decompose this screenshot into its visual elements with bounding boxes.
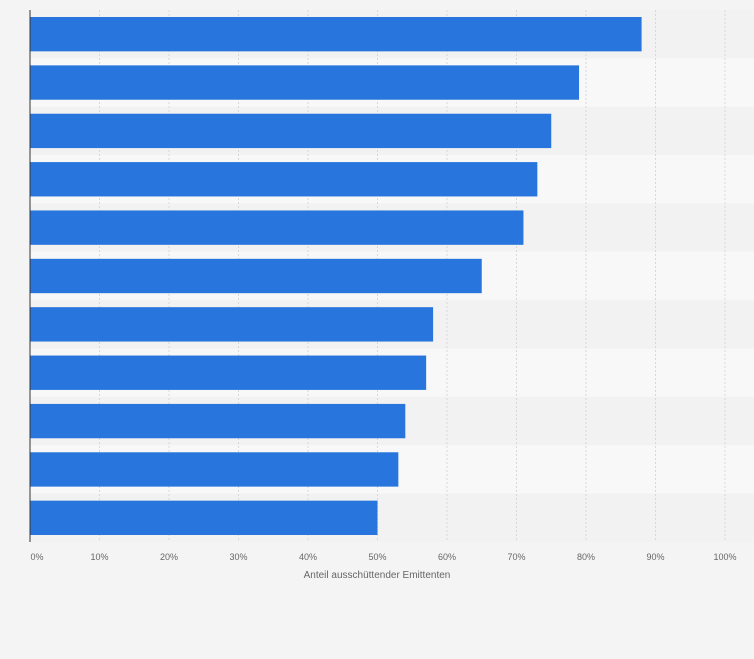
x-tick-label: 60% [438,552,456,562]
bar [30,113,552,149]
bar [30,355,427,390]
x-tick-label: 90% [646,552,664,562]
bar [30,162,538,197]
bar [30,307,434,342]
bar [30,210,524,245]
x-tick-label: 0% [30,552,43,562]
x-tick-label: 10% [90,552,108,562]
x-tick-label: 70% [507,552,525,562]
bar [30,65,580,100]
x-tick-label: 20% [160,552,178,562]
x-tick-label: 30% [229,552,247,562]
bar [30,452,399,487]
x-tick-label: 50% [368,552,386,562]
bar [30,403,406,439]
x-axis-label: Anteil ausschüttender Emittenten [304,570,451,581]
x-tick-label: 100% [713,552,736,562]
x-tick-label: 80% [577,552,595,562]
x-tick-label: 40% [299,552,317,562]
bar [30,500,378,535]
bar [30,258,482,294]
bar [30,17,642,52]
